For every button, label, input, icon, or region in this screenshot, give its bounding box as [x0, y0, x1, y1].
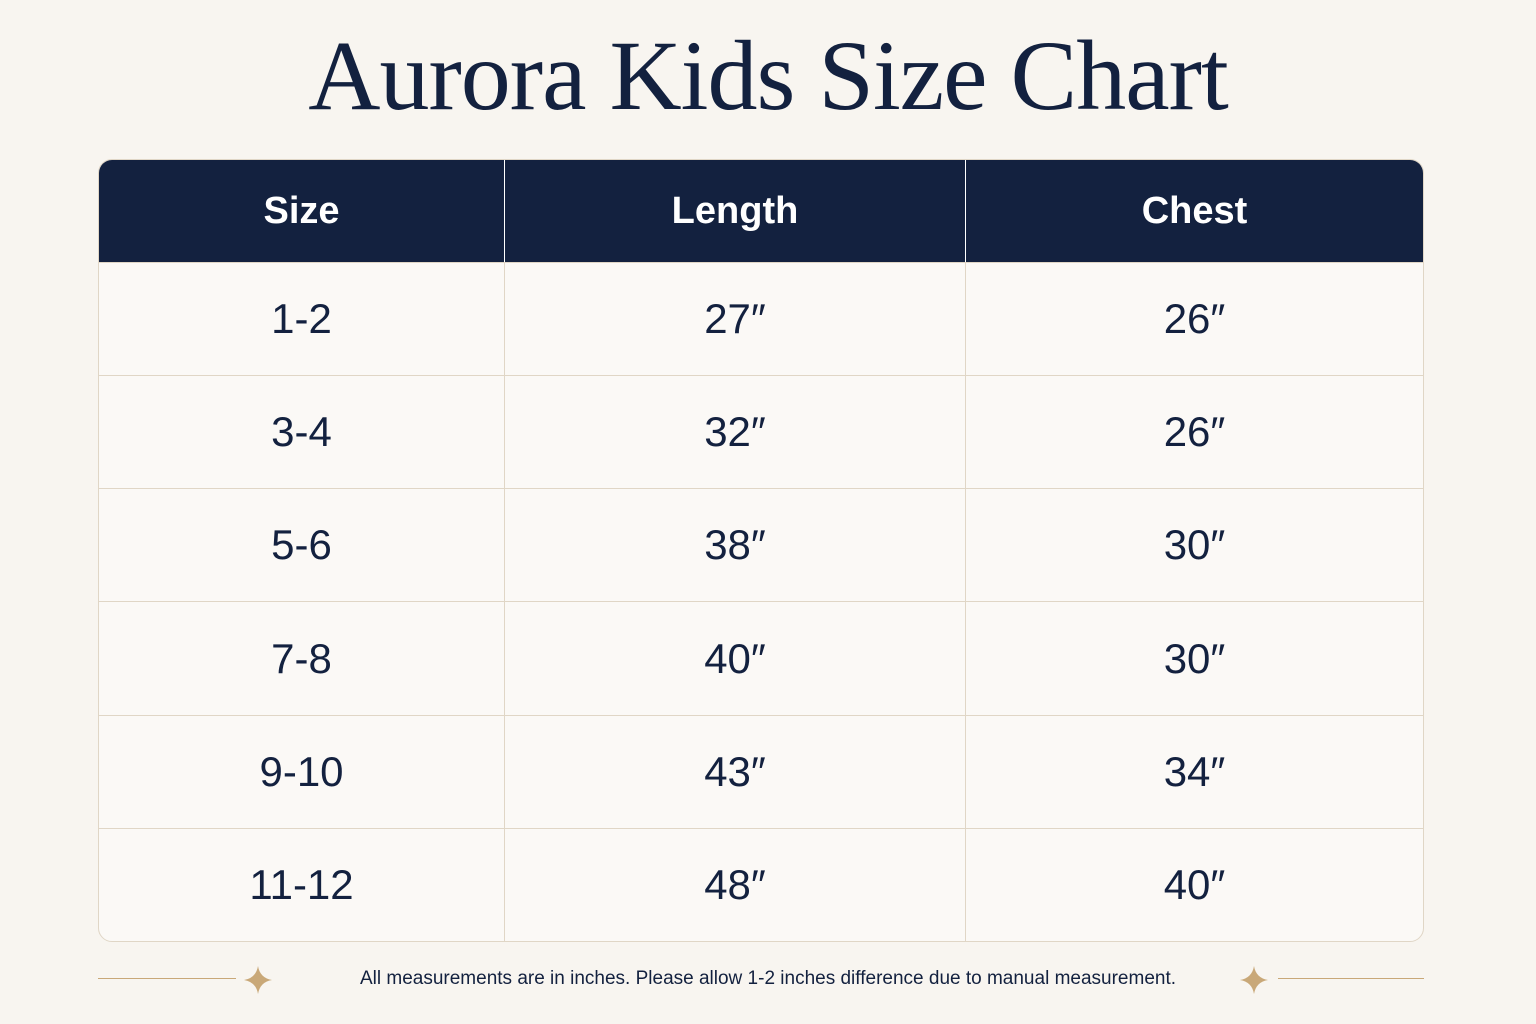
- table-cell: 48″: [504, 827, 965, 941]
- table-cell: 40″: [965, 827, 1423, 941]
- table-cell: 26″: [965, 375, 1423, 489]
- footnote: All measurements are in inches. Please a…: [359, 968, 1177, 989]
- table-cell: 43″: [504, 714, 965, 828]
- table-cell: 30″: [965, 601, 1423, 715]
- title: Aurora Kids Size Chart: [308, 20, 1228, 131]
- table-cell: 27″: [504, 262, 965, 376]
- divider: [98, 978, 236, 979]
- table-cell: 40″: [504, 601, 965, 715]
- table-cell: 32″: [504, 375, 965, 489]
- table-cell: 9-10: [99, 714, 504, 828]
- table-cell: 26″: [965, 262, 1423, 376]
- table-cell: 11-12: [99, 827, 504, 941]
- column-header: Length: [504, 160, 965, 262]
- table-cell: 1-2: [99, 262, 504, 375]
- table-cell: 3-4: [99, 375, 504, 488]
- table-cell: 34″: [965, 714, 1423, 828]
- table-cell: 7-8: [99, 601, 504, 714]
- table-cell: 38″: [504, 488, 965, 602]
- table-cell: 30″: [965, 488, 1423, 602]
- table-cell: 5-6: [99, 488, 504, 601]
- size-table: Size Length Chest 1-2 27″ 26″ 3-4 32″ 26″ 5-6 38″ 3…: [98, 159, 1424, 942]
- column-header: Size: [99, 160, 504, 262]
- divider: [1278, 978, 1424, 979]
- sparkle: [244, 966, 272, 994]
- column-header: Chest: [965, 160, 1423, 262]
- sparkle: [1240, 966, 1268, 994]
